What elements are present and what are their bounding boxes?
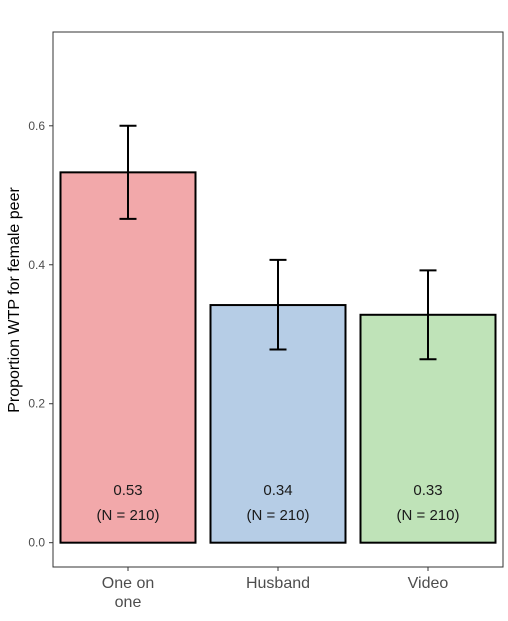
bar-n-label-2: (N = 210) (397, 507, 460, 524)
bar-value-label-1: 0.34 (263, 482, 292, 499)
x-tick-label-1: Husband (246, 575, 310, 592)
y-tick-label-0: 0.0 (28, 536, 45, 550)
bar-value-label-2: 0.33 (413, 482, 442, 499)
y-tick-label-1: 0.2 (28, 397, 45, 411)
x-tick-label-0: One on one (102, 575, 154, 611)
y-axis-title: Proportion WTP for female peer (6, 187, 23, 413)
bar-value-label-0: 0.53 (113, 482, 142, 499)
x-tick-label-2: Video (408, 575, 449, 592)
y-tick-label-3: 0.6 (28, 119, 45, 133)
bar-n-label-1: (N = 210) (247, 507, 310, 524)
y-tick-label-2: 0.4 (28, 258, 45, 272)
bar-n-label-0: (N = 210) (97, 507, 160, 524)
